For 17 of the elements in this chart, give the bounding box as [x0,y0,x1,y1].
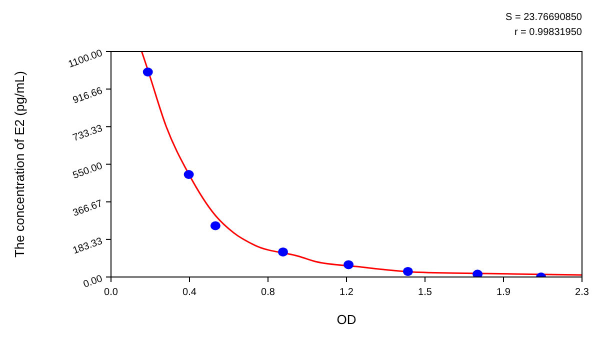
y-tick-label: 733.33 [72,123,104,144]
y-tick-label: 916.66 [72,85,104,106]
text: r = 0.99831950 [514,27,582,38]
x-tick-label: 1.9 [496,287,511,298]
x-tick-label: 0.0 [104,287,118,298]
x-tick-label: 2.3 [575,287,590,298]
text: S = 23.76690850 [506,12,582,23]
x-tick-label: 1.2 [340,287,354,298]
x-tick-label: 0.4 [182,287,197,298]
x-tick-label: 1.5 [418,287,432,298]
y-tick-label: 366.67 [72,198,104,220]
y-axis-title: The concentration of E2 (pg/mL) [12,71,27,258]
y-tick-label: 183.33 [72,236,104,257]
y-tick-label: 550.00 [72,160,104,182]
x-axis-title: OD [336,312,356,327]
x-tick-label: 0.8 [261,287,276,298]
y-tick-label: 0.00 [82,273,104,290]
